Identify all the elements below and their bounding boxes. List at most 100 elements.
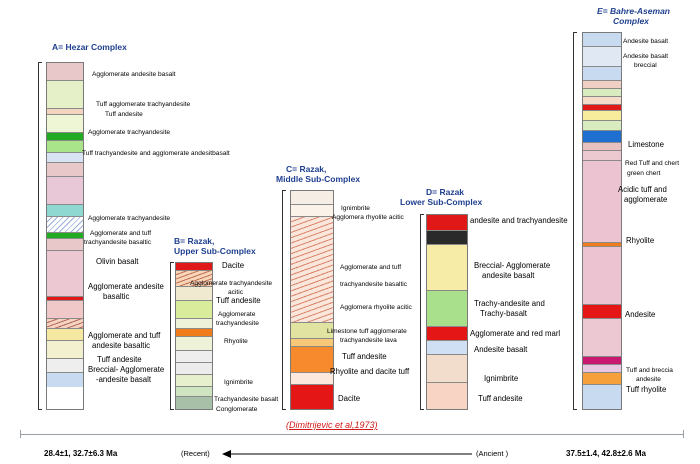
layer xyxy=(427,291,467,327)
layer xyxy=(583,305,621,319)
complex-e-label: Rhyolite xyxy=(626,236,655,245)
complex-c-label: Agglomerate and tuff xyxy=(340,264,402,271)
complex-e-label: agglomerate xyxy=(624,195,668,204)
layer xyxy=(47,319,83,329)
bottom-divider xyxy=(20,434,684,435)
complex-e-label: andesite xyxy=(636,376,661,383)
layer xyxy=(583,373,621,385)
layer xyxy=(291,191,333,205)
layer xyxy=(583,97,621,105)
layer xyxy=(47,297,83,301)
complex-d-label: Trachy-andesite and xyxy=(474,299,545,308)
complex-b-label: Rhyolite xyxy=(224,338,248,345)
layer xyxy=(47,177,83,205)
complex-b-column xyxy=(175,262,213,410)
layer xyxy=(583,365,621,373)
layer xyxy=(291,339,333,347)
citation: (Dimitrijevic et al,1973) xyxy=(286,420,378,430)
layer xyxy=(176,375,212,387)
complex-a-label: Agglomerate and tuff xyxy=(88,331,161,340)
layer xyxy=(176,387,212,397)
layer xyxy=(176,287,212,301)
layer xyxy=(427,355,467,383)
complex-a-label: Agglomerate andesite xyxy=(88,282,164,291)
complex-c-label: Dacite xyxy=(338,394,361,403)
complex-b-title-line1: B= Razak, xyxy=(174,236,215,246)
complex-d-bracket xyxy=(420,214,424,410)
complex-e-bracket xyxy=(573,32,577,410)
layer xyxy=(47,153,83,163)
layer xyxy=(47,141,83,153)
layer xyxy=(583,47,621,67)
complex-d-title-line2: Lower Sub-Complex xyxy=(400,197,483,207)
complex-e-label: Red Tuff and chert xyxy=(625,160,680,167)
layer xyxy=(583,247,621,305)
layer xyxy=(47,217,83,233)
complex-c-label: Agglomera rhyolite acitic xyxy=(332,214,404,221)
complex-b-title-line2: Upper Sub-Complex xyxy=(174,246,256,256)
layer xyxy=(583,81,621,89)
layer xyxy=(176,319,212,329)
complex-c-title-line1: C= Razak, xyxy=(286,164,327,174)
complex-c-label: trachyandesite basaltic xyxy=(340,281,408,288)
complex-b-label: Trachyandesite basalt xyxy=(214,396,279,403)
layer xyxy=(176,337,212,351)
complex-e-label: Tuff and breccia xyxy=(626,367,673,374)
layer xyxy=(291,347,333,373)
layer xyxy=(47,205,83,217)
complex-b-label: Agglomerate trachyandesite xyxy=(190,280,273,287)
layer xyxy=(427,231,467,245)
layer xyxy=(291,205,333,217)
layer xyxy=(47,341,83,359)
layer xyxy=(176,301,212,319)
complex-a-title: A= Hezar Complex xyxy=(52,42,127,52)
layer xyxy=(176,329,212,337)
layer xyxy=(427,383,467,409)
complex-a-label: andesite basaltic xyxy=(92,341,151,350)
layer xyxy=(47,81,83,109)
layer xyxy=(47,239,83,251)
complex-e-label: Andesite xyxy=(625,310,656,319)
complex-e-label: breccial xyxy=(634,62,657,69)
complex-c-label: Agglomera rhyolite acitic xyxy=(340,304,412,311)
layer xyxy=(583,131,621,143)
layer xyxy=(583,111,621,121)
layer xyxy=(176,397,212,409)
recent-label: (Recent) xyxy=(181,449,210,458)
complex-a-label: trachyandesite basaltic xyxy=(84,239,152,246)
layer xyxy=(583,33,621,47)
layer xyxy=(583,67,621,81)
complex-c-bracket xyxy=(282,190,286,410)
complex-e-label: Tuff rhyolite xyxy=(626,385,667,394)
complex-a-label: basaltic xyxy=(103,292,130,301)
layer xyxy=(291,373,333,385)
layer xyxy=(583,121,621,131)
complex-d-label: Andesite basalt xyxy=(474,345,528,354)
complex-c-label: trachyandesite lava xyxy=(340,337,397,344)
complex-b-label: Ignimbrite xyxy=(224,379,253,386)
complex-b-label: Agglomerate xyxy=(218,311,256,318)
complex-c-label: Ignimbrite xyxy=(341,205,370,212)
complex-b-label: Tuff andesite xyxy=(216,296,261,305)
layer xyxy=(583,143,621,151)
complex-e-column xyxy=(582,32,622,410)
divider-tick xyxy=(20,430,21,438)
complex-e-label: Andesite basalt xyxy=(623,53,669,60)
layer xyxy=(427,215,467,231)
layer xyxy=(583,357,621,365)
complex-a-label: Tuff andesite xyxy=(105,111,143,118)
complex-e-title-line2: Complex xyxy=(613,16,649,26)
layer xyxy=(47,133,83,141)
layer xyxy=(291,323,333,339)
layer xyxy=(47,359,83,373)
complex-d-column xyxy=(426,214,468,410)
layer xyxy=(47,251,83,297)
complex-a-label: Agglomerate and tuff xyxy=(90,230,152,237)
complex-c-title-line2: Middle Sub-Complex xyxy=(276,174,361,184)
layer xyxy=(47,329,83,341)
layer xyxy=(176,271,212,287)
complex-d-label: Trachy-basalt xyxy=(480,309,527,318)
layer xyxy=(583,385,621,409)
complex-e-label: Andesite basalt xyxy=(623,38,669,45)
layer xyxy=(427,341,467,355)
